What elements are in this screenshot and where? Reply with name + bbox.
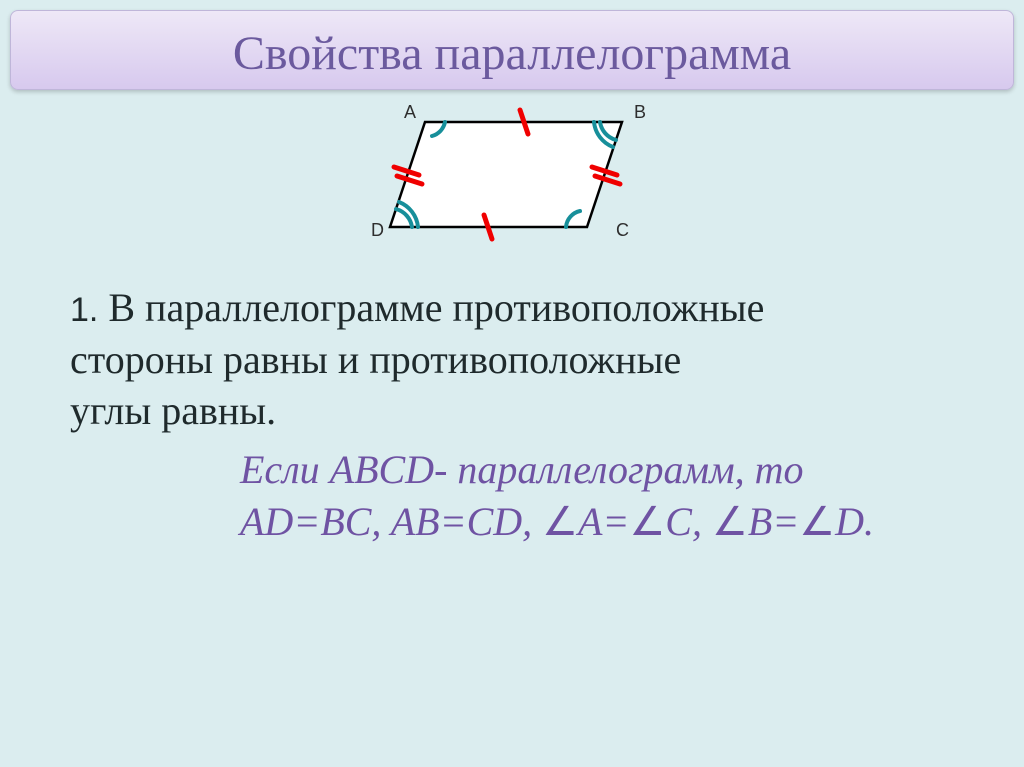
eq-c: C, [665, 499, 712, 544]
svg-text:A: A [404, 102, 416, 122]
equation-line: AD=BC, AB=CD, ∠A=∠C, ∠B=∠D. [240, 496, 954, 548]
angle-symbol-3: ∠ [712, 499, 748, 544]
svg-text:D: D [371, 220, 384, 240]
parallelogram-svg: A B C D [332, 92, 692, 272]
svg-text:C: C [616, 220, 629, 240]
slide: Свойства параллелограмма A B C D 1. В парал… [0, 10, 1024, 767]
property-1: 1. В параллелограмме противоположные сто… [70, 282, 954, 436]
property-line1: В параллелограмме противоположные [98, 285, 764, 330]
condition-line: Если ABCD- параллелограмм, то [240, 444, 954, 496]
property-line2: стороны равны и противоположные [70, 337, 681, 382]
eq-sides: AD=BC, AB=CD, [240, 499, 542, 544]
angle-symbol-2: ∠ [629, 499, 665, 544]
property-line3: углы равны. [70, 388, 276, 433]
slide-title: Свойства параллелограмма [10, 10, 1014, 90]
svg-text:B: B [634, 102, 646, 122]
property-number: 1. [70, 291, 98, 329]
angle-symbol-4: ∠ [799, 499, 835, 544]
parallelogram-figure: A B C D [0, 92, 1024, 277]
eq-b: B= [748, 499, 799, 544]
eq-a: A= [578, 499, 629, 544]
angle-symbol-1: ∠ [542, 499, 578, 544]
body-text: 1. В параллелограмме противоположные сто… [0, 277, 1024, 548]
eq-d: D. [835, 499, 874, 544]
